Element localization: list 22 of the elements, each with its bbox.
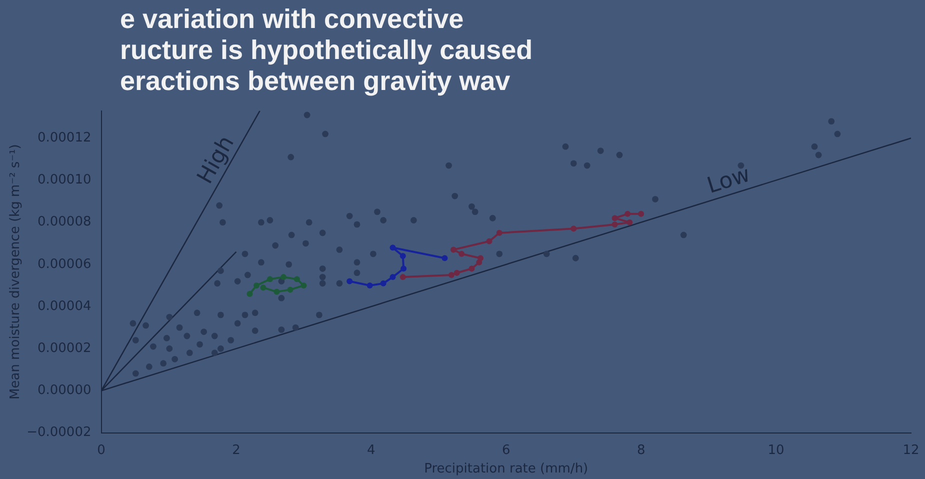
text: High: [192, 132, 240, 188]
x-tick-label: 4: [367, 442, 376, 458]
text: Low: [704, 162, 754, 199]
y-axis-title: Mean moisture divergence (kg m⁻² s⁻¹): [8, 144, 24, 400]
text: eractions between gravity wav: [120, 66, 512, 97]
x-tick-label: 8: [636, 442, 646, 458]
y-tick-label: 0.00010: [37, 172, 92, 188]
text: e variation with convective: [120, 4, 465, 35]
y-tick-label: 0.00006: [37, 256, 92, 272]
x-tick-label: 2: [232, 442, 240, 458]
y-tick-label: 0.00004: [37, 298, 92, 314]
text: ructure is hypothetically caused: [120, 35, 534, 66]
y-tick-label: 0.00000: [37, 383, 92, 398]
y-tick-label: 0.00008: [37, 214, 92, 230]
x-tick-label: 0: [97, 442, 106, 458]
x-axis-title: Precipitation rate (mm/h): [424, 462, 588, 477]
x-tick-label: 10: [768, 442, 784, 458]
y-tick-label: 0.00002: [37, 340, 92, 356]
x-tick-label: 6: [502, 442, 510, 458]
y-tick-label: −0.00002: [26, 425, 92, 440]
y-tick-label: 0.00012: [37, 130, 92, 146]
x-tick-label: 12: [902, 442, 920, 458]
